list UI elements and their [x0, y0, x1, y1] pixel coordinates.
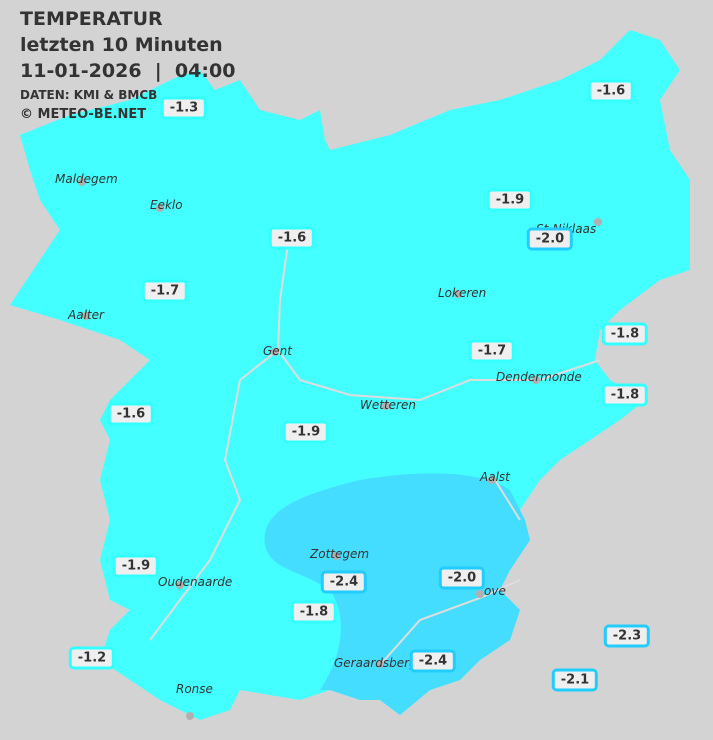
city-label: Wetteren: [360, 398, 416, 412]
temperature-reading[interactable]: -1.3: [160, 96, 208, 120]
city-label: ove: [484, 584, 506, 598]
temperature-reading[interactable]: -1.2: [68, 646, 116, 670]
city-label: Zottegem: [310, 547, 370, 561]
temperature-reading[interactable]: -1.9: [486, 188, 534, 212]
temperature-reading[interactable]: -2.0: [526, 227, 574, 251]
copyright: © METEO-BE.NET: [20, 107, 147, 122]
city-dot: [382, 402, 390, 410]
map-title: TEMPERATUR: [20, 8, 163, 30]
city-dot: [176, 581, 184, 589]
temperature-reading[interactable]: -1.8: [601, 322, 649, 346]
river-line: [149, 229, 601, 666]
temperature-reading[interactable]: -1.7: [468, 339, 516, 363]
city-label: Dendermonde: [496, 370, 582, 384]
data-source: DATEN: KMI & BMCB: [20, 88, 158, 102]
city-dot: [476, 590, 484, 598]
city-dot: [78, 178, 86, 186]
city-dot: [332, 552, 340, 560]
temperature-reading[interactable]: -1.6: [587, 79, 635, 103]
temperature-reading[interactable]: -1.9: [282, 420, 330, 444]
temperature-reading[interactable]: -1.9: [112, 554, 160, 578]
city-label: Ronse: [176, 682, 213, 696]
city-label: Maldegem: [55, 172, 118, 186]
temperature-reading[interactable]: -2.1: [551, 668, 599, 692]
city-dot: [532, 376, 540, 384]
city-label: Eeklo: [150, 198, 183, 212]
temperature-zone-below-minus2: [264, 473, 530, 715]
temperature-reading[interactable]: -2.4: [409, 649, 457, 673]
city-dot: [271, 348, 279, 356]
map-datetime: 11-01-2026 | 04:00: [20, 60, 236, 82]
city-label: Geraardsberg: [334, 656, 417, 670]
temperature-reading[interactable]: -1.8: [601, 383, 649, 407]
city-label: Aalst: [480, 470, 510, 484]
city-label: Aalter: [68, 308, 104, 322]
temperature-reading[interactable]: -2.0: [438, 566, 486, 590]
temperature-reading[interactable]: -1.8: [290, 600, 338, 624]
temperature-reading[interactable]: -1.7: [141, 279, 189, 303]
temperature-reading[interactable]: -1.6: [107, 402, 155, 426]
city-dot: [376, 660, 384, 668]
temperature-reading[interactable]: -2.4: [320, 570, 368, 594]
map-subtitle: letzten 10 Minuten: [20, 34, 223, 56]
temperature-reading[interactable]: -2.3: [603, 624, 651, 648]
city-label: Lokeren: [438, 286, 487, 300]
city-label: Gent: [263, 344, 292, 358]
city-dot: [454, 290, 462, 298]
city-dot: [488, 476, 496, 484]
city-dot: [594, 218, 602, 226]
city-dot: [82, 312, 90, 320]
city-dot: [156, 204, 164, 212]
city-label: Oudenaarde: [158, 575, 233, 589]
city-dot: [186, 712, 194, 720]
temperature-reading[interactable]: -1.6: [268, 226, 316, 250]
